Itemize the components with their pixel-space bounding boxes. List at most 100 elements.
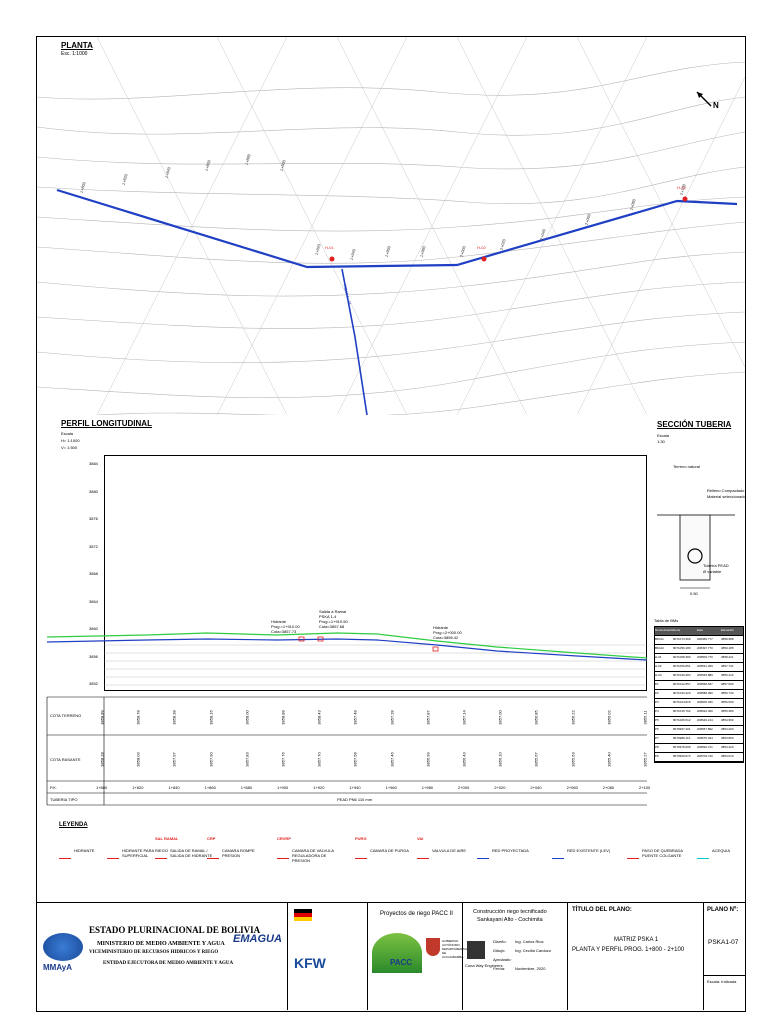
bm-table-cell: BM-02 [655, 646, 664, 650]
profile-scale-h: H= 1:1000 [61, 438, 80, 443]
rasante-value: 3855.63 [570, 752, 576, 767]
pk-value: 1+960 [385, 785, 397, 790]
bm-table-cell: BM-01 [655, 637, 664, 641]
rasante-value: 3857.70 [316, 752, 322, 767]
bm-table-cell: 208509.770 [697, 655, 713, 659]
bm-table-cell: P5 [655, 718, 659, 722]
legend-tag: CRVRP [277, 836, 291, 841]
rasante-value: 3855.40 [606, 752, 612, 767]
bm-table-row: P7 8070988.116 208675.044 3853.860 [655, 735, 743, 744]
bm-table-cell: 3855.380 [721, 709, 734, 713]
disenio-label: Diseño: [493, 939, 507, 944]
bm-table-row: P6 8070997.201 208657.892 3854.200 [655, 726, 743, 735]
legend-symbol-icon [59, 850, 71, 859]
legend-tag: PURG [355, 836, 367, 841]
title-block: MMAyA ESTADO PLURINACIONAL DE BOLIVIA MI… [37, 902, 746, 1011]
row-terreno-label: COTA TERRENO [50, 713, 82, 718]
bm-table-cell: 208588.990 [697, 691, 713, 695]
bm-table-row: H-03 8071049.284 208549.889 3856.416 [655, 672, 743, 681]
bm-table-cell: 3858.221 [721, 655, 734, 659]
bm-table-cell: 8071024.815 [673, 700, 691, 704]
project-block: Construcción riego tecnificado Sankayani… [462, 903, 567, 1010]
org-title: ESTADO PLURINACIONAL DE BOLIVIA [89, 925, 261, 935]
bm-table-cell: 208640.214 [697, 718, 713, 722]
rasante-value: 3855.67 [534, 752, 540, 767]
rasante-value: 3857.83 [244, 752, 250, 767]
bm-table-cell: 208531.283 [697, 664, 713, 668]
bm-table-header: Denominación Norte Este Elevación [655, 627, 743, 636]
row-pk-label: P.K. [50, 785, 58, 790]
terrain-line [46, 632, 647, 659]
org-viceministerio: VICEMINISTERIO DE RECURSOS HIDRICOS Y RI… [89, 950, 219, 955]
bm-table-cell: 8070997.201 [673, 727, 691, 731]
pk-value: 2+040 [530, 785, 542, 790]
terreno-value: 3858.00 [244, 710, 250, 725]
plan-hydrants [329, 196, 688, 262]
bm-table-cell: 8071056.189 [673, 646, 691, 650]
rasante-value: 3857.76 [280, 752, 286, 767]
bm-table-cell: 208692.471 [697, 745, 713, 749]
bm-table-cell: 208675.044 [697, 736, 713, 740]
section-tuberia-label: Tubería PEAD [703, 563, 729, 568]
escala-value: Escala: Indicada [707, 979, 737, 984]
terreno-value: 3857.14 [461, 710, 467, 725]
kfw-logo: KFW [294, 955, 326, 971]
bm-table-cell: P6 [655, 727, 659, 731]
legend-label: HIDRANTE [74, 848, 95, 853]
program-name: Proyectos de riego PACC II [380, 911, 453, 917]
bm-table-cell: 3858.988 [721, 637, 734, 641]
terreno-value: 3856.85 [534, 710, 540, 725]
pk-value: 1+840 [168, 785, 180, 790]
elevation-tick-label: 3868 [89, 571, 98, 576]
section-material-label: Material seleccionado [707, 494, 746, 499]
org-ministerio: MINISTERIO DE MEDIO AMBIENTE Y AGUA [97, 941, 225, 947]
rasante-value: 3856.10 [497, 752, 503, 767]
terreno-value: 3856.02 [606, 710, 612, 725]
section-relleno-label: Relleno Compactado [707, 488, 745, 493]
bm-table-cell: H-03 [655, 673, 662, 677]
elevation-tick-label: 3856 [89, 653, 98, 659]
bm-table-cell: Norte [673, 628, 681, 632]
pk-value: 2+020 [494, 785, 506, 790]
legend-label: CAMARA DE PURGA [370, 848, 409, 853]
bm-table-row: BM-02 8071056.189 208497.770 3859.185 [655, 645, 743, 654]
rasante-value: 3857.58 [353, 752, 359, 767]
bm-table-cell: Elevación [721, 628, 735, 632]
section-scale-label: Escala [657, 433, 670, 438]
program-block: Proyectos de riego PACC II PACC GOBIERNO… [367, 903, 468, 1010]
pacc-logo-icon [372, 933, 422, 973]
pacc-text: PACC [390, 958, 413, 967]
section-drawing [657, 514, 735, 589]
north-arrow [696, 91, 712, 107]
legend: LEYENDA HIDRANTE HIDRANTE PARA RIEGO SUPE… [37, 818, 745, 898]
section-width-label: 0.50 [690, 591, 698, 596]
rasante-value: 3857.90 [208, 752, 214, 767]
bm-table-row: P1 8071042.857 208568.667 3857.500 [655, 681, 743, 690]
bm-table-cell: P8 [655, 745, 659, 749]
bm-table-cell: 3854.200 [721, 727, 734, 731]
bm-table-cell: P7 [655, 736, 659, 740]
plan-scale: Esc. 1:1000 [61, 51, 88, 57]
bm-table-cell: P1 [655, 682, 659, 686]
pk-value: 1+860 [204, 785, 216, 790]
legend-label: CAMARA ROMPE PRESION [222, 848, 255, 858]
bm-table-cell: 8071042.857 [673, 682, 691, 686]
terreno-value: 3855.11 [642, 710, 648, 725]
pk-value: 2+060 [566, 785, 578, 790]
fecha-label: Fecha: [493, 966, 506, 971]
bm-table-cell: 8070969.873 [673, 754, 691, 758]
bm-table-cell: 8071059.851 [673, 664, 691, 668]
grid-lines [96, 37, 745, 415]
bm-table-cell: 8071049.284 [673, 673, 691, 677]
firm-name: Cona Way Engineers [465, 963, 503, 968]
row-tuberia-value: PEAD PN6 110 mm [337, 797, 373, 802]
main-pipe [56, 188, 738, 269]
plano-number: PSKA1-07 [708, 939, 739, 946]
drawing-title-block: TÍTULO DEL PLANO: MATRIZ PSKA 1 PLANTA Y… [567, 903, 703, 1010]
bm-table-row: P2 8071033.420 208588.990 3856.740 [655, 690, 743, 699]
bm-table-cell: 3856.416 [721, 673, 734, 677]
bm-table-cell: P9 [655, 754, 659, 758]
legend-label: RED EXISTENTE (LEV) [567, 848, 611, 853]
bm-table-cell: 208497.770 [697, 646, 713, 650]
legend-symbol-icon [207, 850, 219, 859]
